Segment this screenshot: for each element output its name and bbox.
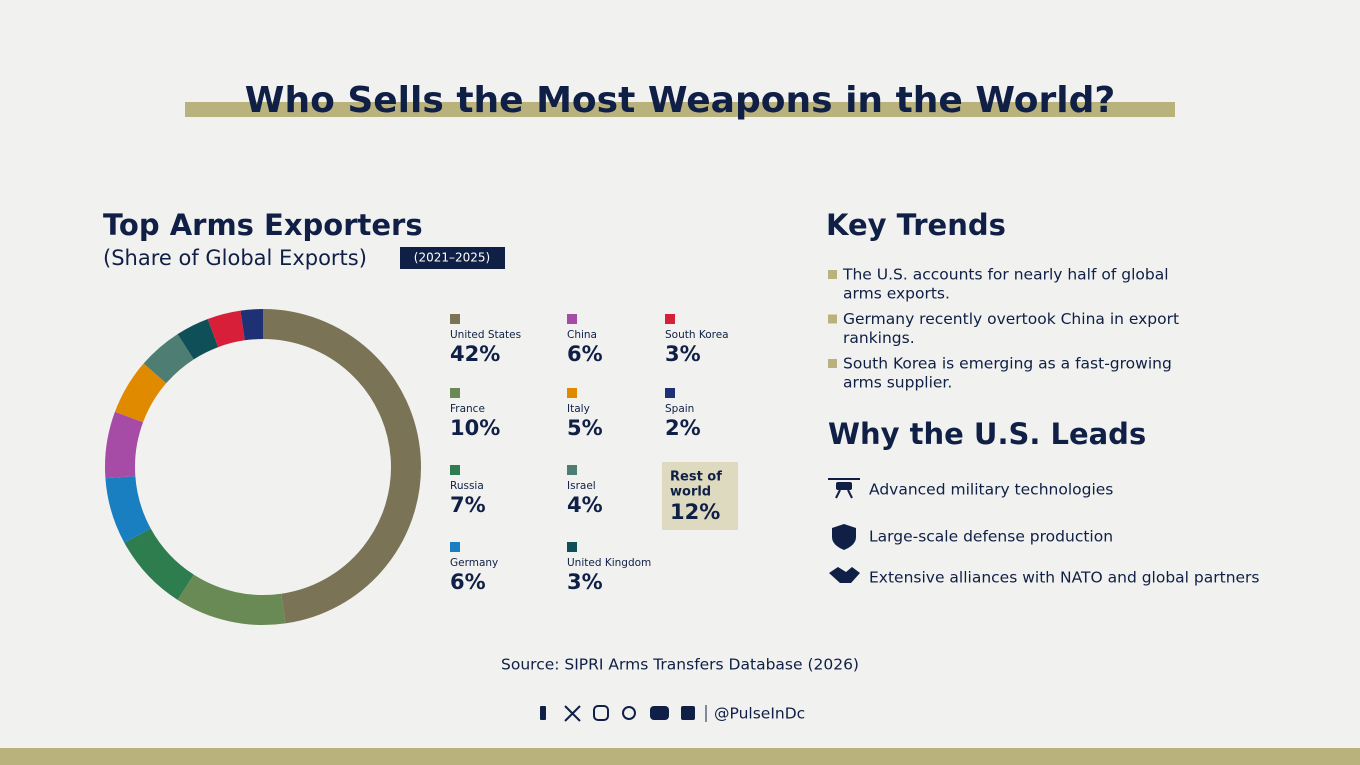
legend-name: Italy bbox=[567, 403, 590, 415]
donut-segment bbox=[105, 411, 144, 479]
icon-shield bbox=[832, 524, 856, 550]
lead-text: Extensive alliances with NATO and global… bbox=[869, 569, 1260, 587]
leads-title: Why the U.S. Leads bbox=[828, 417, 1146, 451]
trend-text: arms exports. bbox=[843, 285, 950, 303]
legend-swatch bbox=[567, 388, 577, 398]
trend-text: rankings. bbox=[843, 329, 915, 347]
donut-segment bbox=[124, 527, 195, 600]
legend-name: United Kingdom bbox=[567, 557, 651, 569]
donut-segment bbox=[114, 363, 167, 423]
rest-box bbox=[662, 462, 738, 530]
legend-value: 2% bbox=[665, 416, 701, 440]
chart-subtitle: (Share of Global Exports) bbox=[103, 246, 367, 270]
legend-swatch bbox=[567, 465, 577, 475]
donut-segment bbox=[143, 334, 195, 384]
period-badge bbox=[400, 247, 505, 269]
period-label: (2021–2025) bbox=[414, 251, 490, 265]
chart-title: Top Arms Exporters bbox=[103, 208, 423, 242]
donut-segment bbox=[177, 574, 286, 625]
legend-name: South Korea bbox=[665, 329, 729, 341]
bullet bbox=[828, 314, 837, 324]
icon-drone bbox=[828, 478, 860, 499]
trend-text: The U.S. accounts for nearly half of glo… bbox=[842, 266, 1169, 284]
legend-name: Spain bbox=[665, 403, 694, 415]
legend-value: 6% bbox=[567, 342, 603, 366]
legend-swatch bbox=[567, 542, 577, 552]
legend-name: China bbox=[567, 329, 597, 341]
legend-value: 4% bbox=[567, 493, 603, 517]
page-title: Who Sells the Most Weapons in the World? bbox=[245, 80, 1116, 121]
donut-segment bbox=[207, 310, 246, 348]
legend-swatch bbox=[450, 542, 460, 552]
lead-text: Advanced military technologies bbox=[869, 481, 1113, 499]
source: Source: SIPRI Arms Transfers Database (2… bbox=[501, 656, 859, 674]
leads-list: Advanced military technologies Large-scal… bbox=[869, 481, 1260, 587]
donut-segment bbox=[262, 309, 421, 624]
legend-swatch bbox=[665, 314, 675, 324]
legend-swatch bbox=[567, 314, 577, 324]
donut-segment bbox=[240, 309, 264, 341]
lead-text: Large-scale defense production bbox=[869, 528, 1113, 546]
legend-swatch bbox=[450, 314, 460, 324]
rest-value: 12% bbox=[670, 500, 720, 524]
bottom-bar bbox=[0, 748, 1360, 765]
legend-name: Russia bbox=[450, 480, 484, 492]
trends-title: Key Trends bbox=[826, 208, 1006, 242]
legend-value: 3% bbox=[567, 570, 603, 594]
trends-list: The U.S. accounts for nearly half of glo… bbox=[828, 266, 1179, 392]
donut-segment bbox=[105, 475, 151, 543]
legend-value: 3% bbox=[665, 342, 701, 366]
rest-name: Rest of bbox=[670, 470, 722, 485]
social-handle: @PulseInDc bbox=[714, 705, 805, 723]
legend-swatch bbox=[450, 388, 460, 398]
rest-name: world bbox=[670, 485, 711, 500]
icon-handshake bbox=[829, 567, 860, 583]
social-icons bbox=[540, 705, 707, 722]
bullet bbox=[828, 359, 837, 368]
legend-value: 7% bbox=[450, 493, 486, 517]
title-highlight bbox=[185, 102, 1175, 117]
bullet bbox=[828, 270, 837, 279]
legend-value: 42% bbox=[450, 342, 500, 366]
legend-swatch bbox=[665, 388, 675, 398]
legend-value: 10% bbox=[450, 416, 500, 440]
legend-name: Germany bbox=[450, 557, 498, 569]
donut-segment bbox=[177, 318, 219, 360]
legend-swatch bbox=[450, 465, 460, 475]
legend-value: 5% bbox=[567, 416, 603, 440]
legend-name: France bbox=[450, 403, 485, 415]
legend-name: United States bbox=[450, 329, 521, 341]
legend-name: Israel bbox=[567, 480, 596, 492]
trend-text: Germany recently overtook China in expor… bbox=[843, 310, 1179, 328]
trend-text: arms supplier. bbox=[843, 374, 952, 392]
legend-value: 6% bbox=[450, 570, 486, 594]
trend-text: South Korea is emerging as a fast-growin… bbox=[843, 355, 1172, 373]
